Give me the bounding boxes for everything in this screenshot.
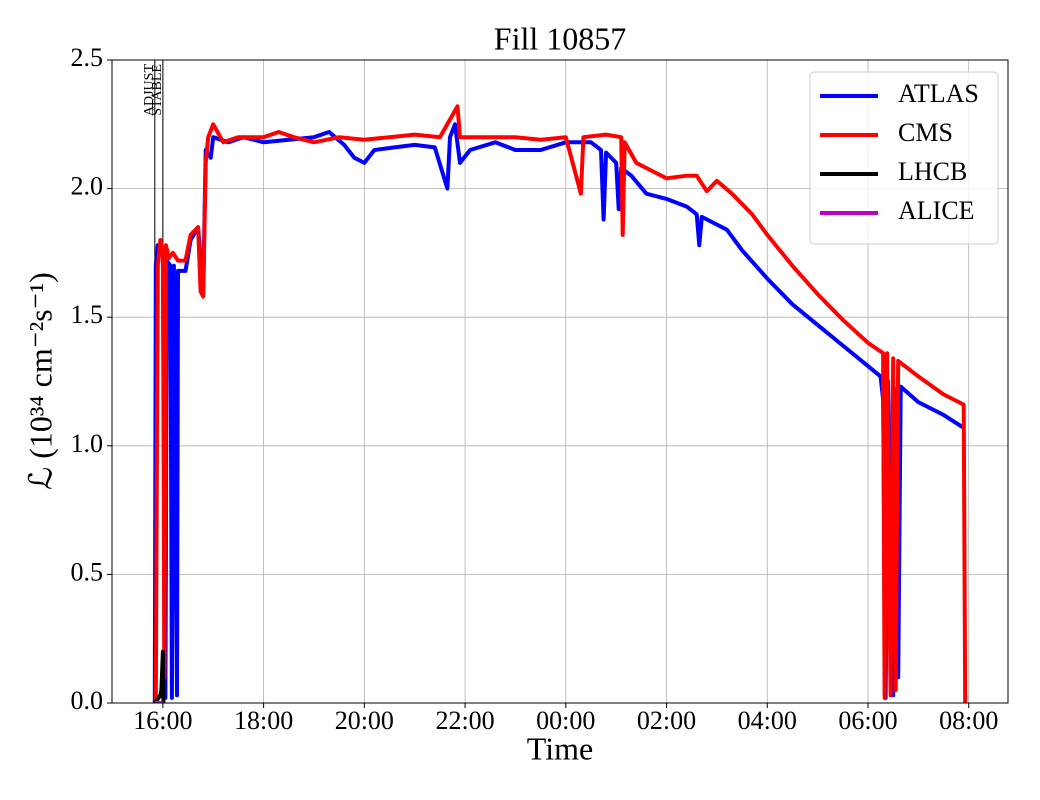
x-tick-label: 22:00 xyxy=(435,706,494,735)
legend-box xyxy=(809,71,999,245)
y-tick-label: 1.5 xyxy=(71,300,104,329)
x-tick-label: 20:00 xyxy=(335,706,394,735)
x-tick-label: 18:00 xyxy=(234,706,293,735)
annotation-label: ADJUST xyxy=(142,64,157,117)
plot-frame xyxy=(111,59,1009,704)
y-tick-label: 1.0 xyxy=(71,429,104,458)
y-tick-label: 2.0 xyxy=(71,172,104,201)
x-tick-label: 16:00 xyxy=(133,706,192,735)
x-axis-label: Time xyxy=(527,730,593,766)
x-tick-label: 04:00 xyxy=(738,706,797,735)
series-line xyxy=(153,649,166,703)
series-line xyxy=(152,122,965,703)
x-tick-label: 06:00 xyxy=(838,706,897,735)
x-tick-label: 02:00 xyxy=(637,706,696,735)
y-axis-label: ℒ (10³⁴ cm⁻²s⁻¹) xyxy=(22,272,58,490)
legend-label: LHCB xyxy=(898,157,967,186)
chart-title: Fill 10857 xyxy=(494,20,626,56)
legend-label: ALICE xyxy=(898,196,975,225)
x-tick-label: 00:00 xyxy=(536,706,595,735)
y-tick-label: 0.0 xyxy=(71,686,104,715)
annotation-label: STABLE xyxy=(150,64,165,116)
legend-label: CMS xyxy=(898,118,953,147)
y-tick-label: 0.5 xyxy=(71,557,104,586)
y-tick-label: 2.5 xyxy=(71,43,104,72)
x-tick-label: 08:00 xyxy=(939,706,998,735)
series-line xyxy=(153,104,968,703)
legend-label: ATLAS xyxy=(898,79,979,108)
